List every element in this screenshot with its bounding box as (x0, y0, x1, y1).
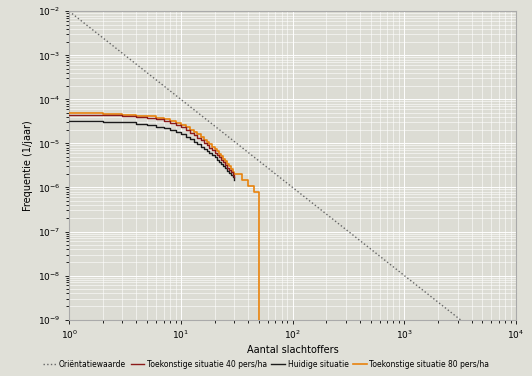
X-axis label: Aantal slachtoffers: Aantal slachtoffers (247, 345, 338, 355)
Y-axis label: Frequentie (1/jaar): Frequentie (1/jaar) (23, 120, 34, 211)
Legend: Oriëntatiewaarde, Toekonstige situatie 40 pers/ha, Huidige situatie, Toekonstige: Oriëntatiewaarde, Toekonstige situatie 4… (40, 357, 492, 372)
